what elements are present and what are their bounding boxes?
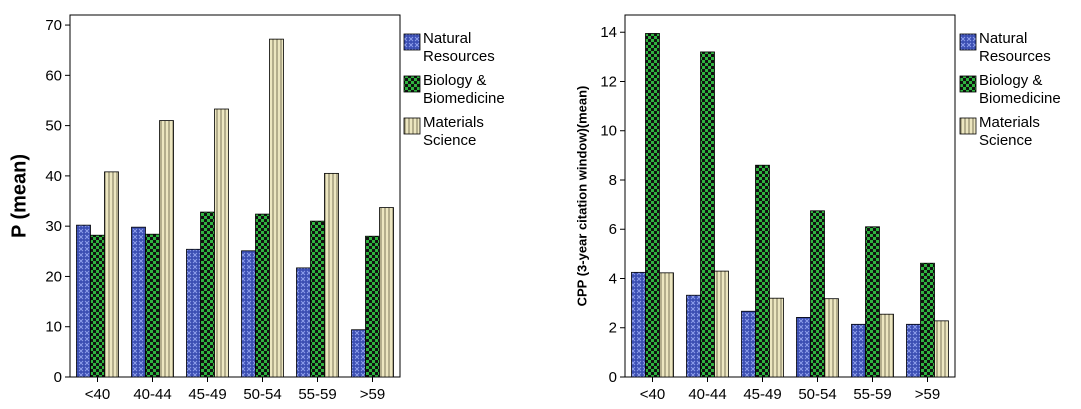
bar-checker-4 — [865, 226, 880, 378]
bar-vertical-lines-5 — [379, 207, 394, 378]
x-tick-label: <40 — [85, 386, 110, 403]
legend-label: Biology & — [979, 72, 1042, 89]
bar-cross-dots-2 — [741, 310, 756, 378]
chart-p-mean: 0 10 20 30 40 50 60 70 <40 40-44 45-49 50-54 55-59 >… — [8, 14, 505, 403]
legend-label: Science — [423, 132, 476, 149]
chart-cpp-mean: 0 2 4 6 8 10 12 14 <40 40-44 45-49 50-54 55-59 >59 N… — [574, 14, 1061, 403]
y-ticks: 0 2 4 6 8 10 12 14 — [600, 24, 625, 386]
bar-cross-dots-2 — [186, 248, 201, 378]
y-axis-label: P (mean) — [8, 154, 30, 238]
x-tick-label: 40-44 — [688, 386, 726, 403]
x-ticks: <40 40-44 45-49 50-54 55-59 >59 — [640, 377, 940, 403]
bar-vertical-lines-4 — [879, 313, 894, 378]
bar-vertical-lines-3 — [824, 298, 839, 378]
legend-label: Biomedicine — [423, 90, 505, 107]
bar-vertical-lines-0 — [659, 272, 674, 378]
legend-label: Science — [979, 132, 1032, 149]
y-tick-label: 10 — [600, 123, 617, 140]
bar-cross-dots-4 — [296, 267, 311, 378]
y-tick-label: 2 — [609, 320, 617, 337]
legend-swatch — [959, 75, 977, 93]
bar-vertical-lines-1 — [159, 120, 174, 378]
bar-vertical-lines-1 — [714, 270, 729, 378]
bar-checker-5 — [365, 235, 380, 378]
legend-label: Materials — [979, 114, 1040, 131]
legend-label: Biomedicine — [979, 90, 1061, 107]
bar-vertical-lines-2 — [214, 108, 229, 378]
x-tick-label: 40-44 — [133, 386, 171, 403]
bar-cross-dots-4 — [851, 323, 866, 378]
legend-label: Natural — [423, 30, 471, 47]
x-tick-label: 45-49 — [743, 386, 781, 403]
legend-label: Natural — [979, 30, 1027, 47]
y-tick-label: 30 — [45, 218, 62, 235]
bar-checker-2 — [200, 211, 215, 378]
bar-checker-3 — [255, 213, 270, 378]
x-tick-label: 50-54 — [243, 386, 281, 403]
y-tick-label: 8 — [609, 172, 617, 189]
legend-swatch — [403, 75, 421, 93]
bar-vertical-lines-4 — [324, 172, 339, 378]
y-ticks: 0 10 20 30 40 50 60 70 — [45, 17, 70, 386]
bar-checker-1 — [700, 51, 715, 378]
x-tick-label: >59 — [915, 386, 940, 403]
y-tick-label: 6 — [609, 221, 617, 238]
bar-vertical-lines-3 — [269, 38, 284, 378]
plot-frame — [624, 14, 956, 378]
y-tick-label: 0 — [609, 369, 617, 386]
y-tick-label: 20 — [45, 268, 62, 285]
legend-label: Resources — [979, 48, 1051, 65]
bar-cross-dots-5 — [351, 329, 366, 378]
x-tick-label: 45-49 — [188, 386, 226, 403]
bar-cross-dots-0 — [76, 224, 91, 378]
y-tick-label: 14 — [600, 24, 617, 41]
bar-cross-dots-0 — [631, 271, 646, 378]
legend-swatch — [403, 117, 421, 135]
bar-checker-0 — [90, 234, 105, 378]
bar-checker-0 — [645, 33, 660, 378]
y-tick-label: 0 — [54, 369, 62, 386]
legend-label: Materials — [423, 114, 484, 131]
bar-checker-5 — [920, 262, 935, 378]
bar-cross-dots-3 — [241, 250, 256, 378]
y-tick-label: 4 — [609, 270, 617, 287]
bar-checker-2 — [755, 164, 770, 378]
bar-vertical-lines-2 — [769, 297, 784, 378]
y-tick-label: 60 — [45, 67, 62, 84]
x-tick-label: >59 — [360, 386, 385, 403]
bar-checker-3 — [810, 210, 825, 378]
y-tick-label: 70 — [45, 17, 62, 34]
legend-label: Resources — [423, 48, 495, 65]
bar-vertical-lines-0 — [104, 171, 119, 378]
x-tick-label: 55-59 — [853, 386, 891, 403]
bar-checker-4 — [310, 220, 325, 378]
bar-checker-1 — [145, 233, 160, 378]
bar-cross-dots-1 — [131, 226, 146, 378]
y-tick-label: 50 — [45, 118, 62, 135]
bars — [76, 38, 394, 378]
bar-vertical-lines-5 — [934, 320, 949, 378]
y-tick-label: 12 — [600, 73, 617, 90]
legend-swatch — [403, 33, 421, 51]
y-tick-label: 10 — [45, 319, 62, 336]
bar-cross-dots-5 — [906, 323, 921, 378]
legend-swatch — [959, 33, 977, 51]
x-tick-label: <40 — [640, 386, 665, 403]
legend-label: Biology & — [423, 72, 486, 89]
bars — [631, 33, 949, 378]
plot-frame — [69, 14, 401, 378]
legend-swatch — [959, 117, 977, 135]
y-tick-label: 40 — [45, 168, 62, 185]
y-axis-label: CPP (3-year citation window)(mean) — [574, 86, 589, 307]
x-ticks: <40 40-44 45-49 50-54 55-59 >59 — [85, 377, 385, 403]
bar-cross-dots-1 — [686, 294, 701, 378]
bar-cross-dots-3 — [796, 317, 811, 378]
x-tick-label: 50-54 — [798, 386, 836, 403]
x-tick-label: 55-59 — [298, 386, 336, 403]
